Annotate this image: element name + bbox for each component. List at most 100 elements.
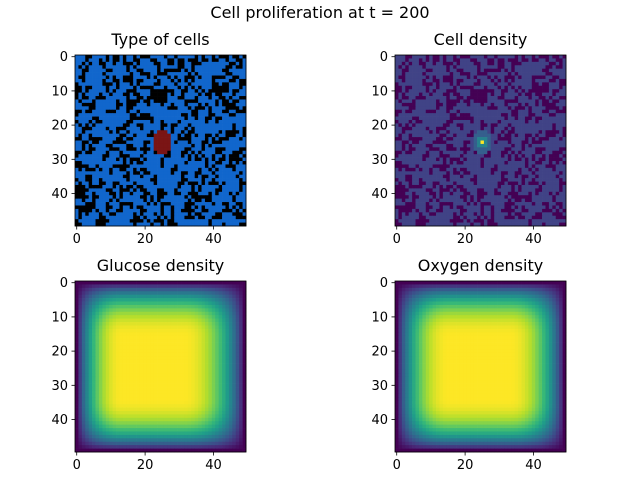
heatmap-cell <box>487 215 492 220</box>
heatmap-cell <box>490 195 495 199</box>
heatmap-cell <box>215 147 219 152</box>
heatmap-cell <box>559 164 563 169</box>
heatmap-cell <box>218 181 223 186</box>
heatmap-cell <box>555 215 560 220</box>
heatmap-cell <box>401 188 406 193</box>
heatmap-cell <box>497 164 502 169</box>
heatmap-cell <box>514 161 519 165</box>
heatmap-cell <box>143 174 148 179</box>
heatmap-cell <box>75 202 79 206</box>
heatmap-cell <box>215 72 219 76</box>
heatmap-cell <box>425 61 430 66</box>
heatmap-cell <box>242 174 247 179</box>
heatmap-cell <box>222 205 226 210</box>
heatmap-cell <box>459 123 464 128</box>
heatmap-cell <box>422 55 427 59</box>
heatmap-cell <box>85 215 90 220</box>
y-tick-label: 40 <box>51 187 68 202</box>
heatmap-cell <box>222 65 226 70</box>
heatmap-cell <box>398 202 403 206</box>
heatmap-cell <box>167 140 172 145</box>
heatmap-cell <box>545 150 550 155</box>
heatmap-cell <box>398 212 403 217</box>
heatmap-cell <box>177 167 182 172</box>
heatmap-cell <box>122 78 127 83</box>
heatmap-cell <box>524 164 529 169</box>
heatmap-cell <box>139 191 144 196</box>
heatmap-cell <box>157 126 161 131</box>
heatmap-cell <box>143 198 148 203</box>
heatmap-cell <box>552 202 557 206</box>
heatmap-cell <box>239 78 243 83</box>
heatmap-cell <box>548 92 553 97</box>
heatmap-cell <box>401 161 406 165</box>
heatmap-cell <box>398 119 403 124</box>
heatmap-cell <box>436 55 440 59</box>
heatmap-cell <box>398 106 403 111</box>
heatmap-cell <box>405 140 410 145</box>
heatmap-cell <box>184 191 189 196</box>
heatmap-cell <box>538 113 543 117</box>
heatmap-cell <box>425 123 430 128</box>
heatmap-cell <box>242 123 247 128</box>
heatmap-cell <box>487 140 492 145</box>
heatmap-cell <box>415 174 420 179</box>
heatmap-cell <box>511 188 516 193</box>
heatmap-cell <box>538 208 543 213</box>
heatmap-cell <box>436 140 440 145</box>
heatmap-cell <box>425 75 430 80</box>
heatmap-cell <box>184 195 189 199</box>
heatmap-cell <box>480 181 485 186</box>
heatmap-cell <box>204 188 209 193</box>
heatmap-cell <box>442 157 447 162</box>
heatmap-cell <box>395 202 399 206</box>
heatmap-cell <box>215 157 219 162</box>
heatmap-cell <box>470 188 475 193</box>
heatmap-cell <box>225 96 230 100</box>
heatmap-cell <box>401 133 406 138</box>
heatmap-cell <box>198 222 202 227</box>
heatmap-cell <box>425 195 430 199</box>
heatmap-cell <box>75 106 79 111</box>
heatmap-cell <box>174 113 178 117</box>
heatmap-cell <box>559 195 563 199</box>
heatmap-cell <box>514 150 519 155</box>
heatmap-cell <box>75 154 79 158</box>
heatmap-cell <box>511 150 516 155</box>
heatmap-cell <box>408 157 413 162</box>
heatmap-cell <box>542 137 546 141</box>
heatmap-cell <box>459 164 464 169</box>
heatmap-cell <box>242 208 247 213</box>
heatmap-cell <box>105 109 110 114</box>
heatmap-cell <box>232 72 237 76</box>
heatmap-cell <box>85 150 90 155</box>
heatmap-cell <box>504 126 509 131</box>
heatmap-cell <box>477 123 481 128</box>
heatmap-cell <box>146 137 151 141</box>
heatmap-cell <box>146 140 151 145</box>
heatmap-cell <box>562 55 567 59</box>
heatmap-cell <box>170 154 175 158</box>
heatmap-cell <box>545 140 550 145</box>
cell-density-image <box>395 55 567 227</box>
heatmap-cell <box>81 167 86 172</box>
heatmap-cell <box>432 68 437 73</box>
heatmap-cell <box>487 208 492 213</box>
heatmap-cell <box>501 212 505 217</box>
heatmap-cell <box>98 191 103 196</box>
heatmap-cell <box>194 102 199 107</box>
heatmap-cell <box>225 137 230 141</box>
heatmap-cell <box>504 174 509 179</box>
heatmap-cell <box>429 68 433 73</box>
heatmap-cell <box>235 68 240 73</box>
heatmap-cell <box>208 222 213 227</box>
heatmap-cell <box>92 89 96 93</box>
heatmap-cell <box>146 82 151 87</box>
heatmap-cell <box>157 191 161 196</box>
heatmap-cell <box>153 178 158 182</box>
heatmap-cell <box>211 65 216 70</box>
heatmap-cell <box>119 89 124 93</box>
heatmap-cell <box>514 219 519 223</box>
heatmap-cell <box>442 140 447 145</box>
heatmap-cell <box>494 143 498 148</box>
